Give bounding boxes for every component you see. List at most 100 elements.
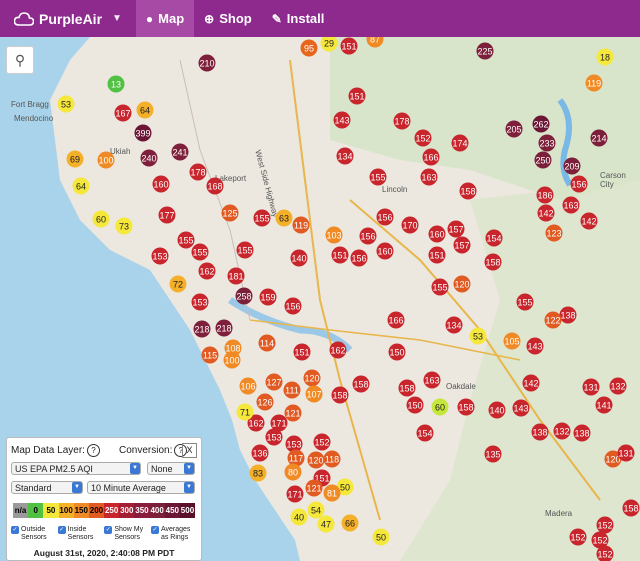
sensor-marker[interactable]: 105	[503, 332, 521, 350]
sensor-marker[interactable]: 168	[206, 177, 224, 195]
sensor-marker[interactable]: 152	[313, 433, 331, 451]
sensor-marker[interactable]: 131	[617, 444, 635, 462]
sensor-marker[interactable]: 142	[522, 374, 540, 392]
sensor-marker[interactable]: 151	[428, 246, 446, 264]
sensor-marker[interactable]: 153	[265, 428, 283, 446]
sensor-marker[interactable]: 115	[201, 346, 219, 364]
sensor-marker[interactable]: 155	[191, 243, 209, 261]
sensor-marker[interactable]: 140	[290, 249, 308, 267]
sensor-marker[interactable]: 81	[323, 484, 341, 502]
sensor-marker[interactable]: 155	[431, 278, 449, 296]
sensor-marker[interactable]: 63	[275, 209, 293, 227]
sensor-marker[interactable]: 167	[114, 104, 132, 122]
checkbox-checked-icon[interactable]: ✓	[11, 526, 19, 534]
sensor-marker[interactable]: 53	[57, 95, 75, 113]
sensor-marker[interactable]: 156	[376, 208, 394, 226]
sensor-marker[interactable]: 60	[431, 398, 449, 416]
sensor-marker[interactable]: 29	[320, 37, 338, 52]
chevron-down-icon[interactable]: ▼	[112, 13, 122, 24]
sensor-marker[interactable]: 218	[193, 320, 211, 338]
sensor-marker[interactable]: 103	[325, 226, 343, 244]
sensor-marker[interactable]: 170	[401, 216, 419, 234]
sensor-marker[interactable]: 87	[366, 37, 384, 48]
sensor-marker[interactable]: 118	[323, 450, 341, 468]
sensor-marker[interactable]: 241	[171, 143, 189, 161]
sensor-marker[interactable]: 233	[538, 134, 556, 152]
sensor-marker[interactable]: 117	[287, 449, 305, 467]
sensor-marker[interactable]: 156	[350, 249, 368, 267]
sensor-marker[interactable]: 160	[428, 225, 446, 243]
sensor-marker[interactable]: 134	[445, 316, 463, 334]
sensor-marker[interactable]: 162	[329, 341, 347, 359]
sensor-marker[interactable]: 142	[537, 204, 555, 222]
sensor-marker[interactable]: 152	[596, 516, 614, 534]
sensor-marker[interactable]: 153	[191, 293, 209, 311]
sensor-marker[interactable]: 138	[531, 423, 549, 441]
sensor-marker[interactable]: 143	[333, 111, 351, 129]
sensor-marker[interactable]: 153	[151, 247, 169, 265]
help-icon[interactable]: ?	[174, 444, 188, 457]
sensor-marker[interactable]: 100	[223, 351, 241, 369]
sensor-marker[interactable]: 158	[459, 182, 477, 200]
sensor-marker[interactable]: 134	[336, 147, 354, 165]
sensor-marker[interactable]: 143	[526, 337, 544, 355]
sensor-marker[interactable]: 258	[235, 287, 253, 305]
averages-as-rings-option[interactable]: ✓ Averages as Rings	[150, 526, 197, 542]
sensor-marker[interactable]: 151	[340, 37, 358, 55]
sensor-marker[interactable]: 181	[227, 267, 245, 285]
sensor-marker[interactable]: 121	[305, 479, 323, 497]
sensor-marker[interactable]: 120	[307, 451, 325, 469]
sensor-marker[interactable]: 132	[553, 422, 571, 440]
sensor-marker[interactable]: 142	[580, 212, 598, 230]
sensor-marker[interactable]: 138	[559, 306, 577, 324]
sensor-marker[interactable]: 150	[406, 396, 424, 414]
nav-install[interactable]: ✎ Install	[262, 0, 335, 37]
sensor-marker[interactable]: 178	[393, 112, 411, 130]
sensor-marker[interactable]: 80	[284, 463, 302, 481]
sensor-marker[interactable]: 250	[534, 151, 552, 169]
sensor-marker[interactable]: 69	[66, 150, 84, 168]
sensor-marker[interactable]: 154	[485, 229, 503, 247]
sensor-marker[interactable]: 120	[453, 275, 471, 293]
sensor-marker[interactable]: 135	[484, 445, 502, 463]
sensor-marker[interactable]: 159	[259, 288, 277, 306]
average-select[interactable]: 10 Minute Average ▼	[87, 481, 195, 494]
sensor-marker[interactable]: 64	[72, 177, 90, 195]
sensor-marker[interactable]: 66	[341, 514, 359, 532]
sensor-marker[interactable]: 72	[169, 275, 187, 293]
map-canvas[interactable]: Fort Bragg Mendocino Ukiah Lakeport Linc…	[0, 37, 640, 561]
sensor-marker[interactable]: 155	[236, 241, 254, 259]
sensor-marker[interactable]: 160	[376, 242, 394, 260]
sensor-marker[interactable]: 162	[198, 262, 216, 280]
sensor-marker[interactable]: 126	[256, 393, 274, 411]
sensor-marker[interactable]: 225	[476, 42, 494, 60]
close-button[interactable]: X	[182, 443, 197, 458]
sensor-marker[interactable]: 158	[457, 398, 475, 416]
sensor-marker[interactable]: 121	[284, 404, 302, 422]
sensor-marker[interactable]: 262	[532, 115, 550, 133]
sensor-marker[interactable]: 71	[236, 403, 254, 421]
search-button[interactable]: ⚲	[6, 46, 34, 74]
nav-shop[interactable]: ⊕ Shop	[194, 0, 262, 37]
sensor-marker[interactable]: 120	[303, 369, 321, 387]
sensor-marker[interactable]: 205	[505, 120, 523, 138]
sensor-marker[interactable]: 123	[545, 224, 563, 242]
sensor-marker[interactable]: 107	[305, 385, 323, 403]
sensor-marker[interactable]: 158	[484, 253, 502, 271]
sensor-marker[interactable]: 47	[317, 515, 335, 533]
sensor-marker[interactable]: 131	[582, 378, 600, 396]
sensor-marker[interactable]: 157	[447, 220, 465, 238]
sensor-marker[interactable]: 157	[453, 236, 471, 254]
sensor-marker[interactable]: 399	[134, 124, 152, 142]
sensor-marker[interactable]: 152	[591, 531, 609, 549]
sensor-marker[interactable]: 18	[596, 48, 614, 66]
sensor-marker[interactable]: 152	[569, 528, 587, 546]
sensor-marker[interactable]: 209	[563, 157, 581, 175]
show-my-sensors-option[interactable]: ✓ Show My Sensors	[104, 526, 150, 542]
mode-select[interactable]: Standard ▼	[11, 481, 83, 494]
sensor-marker[interactable]: 158	[352, 375, 370, 393]
sensor-marker[interactable]: 155	[253, 209, 271, 227]
sensor-marker[interactable]: 73	[115, 217, 133, 235]
sensor-marker[interactable]: 186	[536, 186, 554, 204]
sensor-marker[interactable]: 162	[247, 414, 265, 432]
